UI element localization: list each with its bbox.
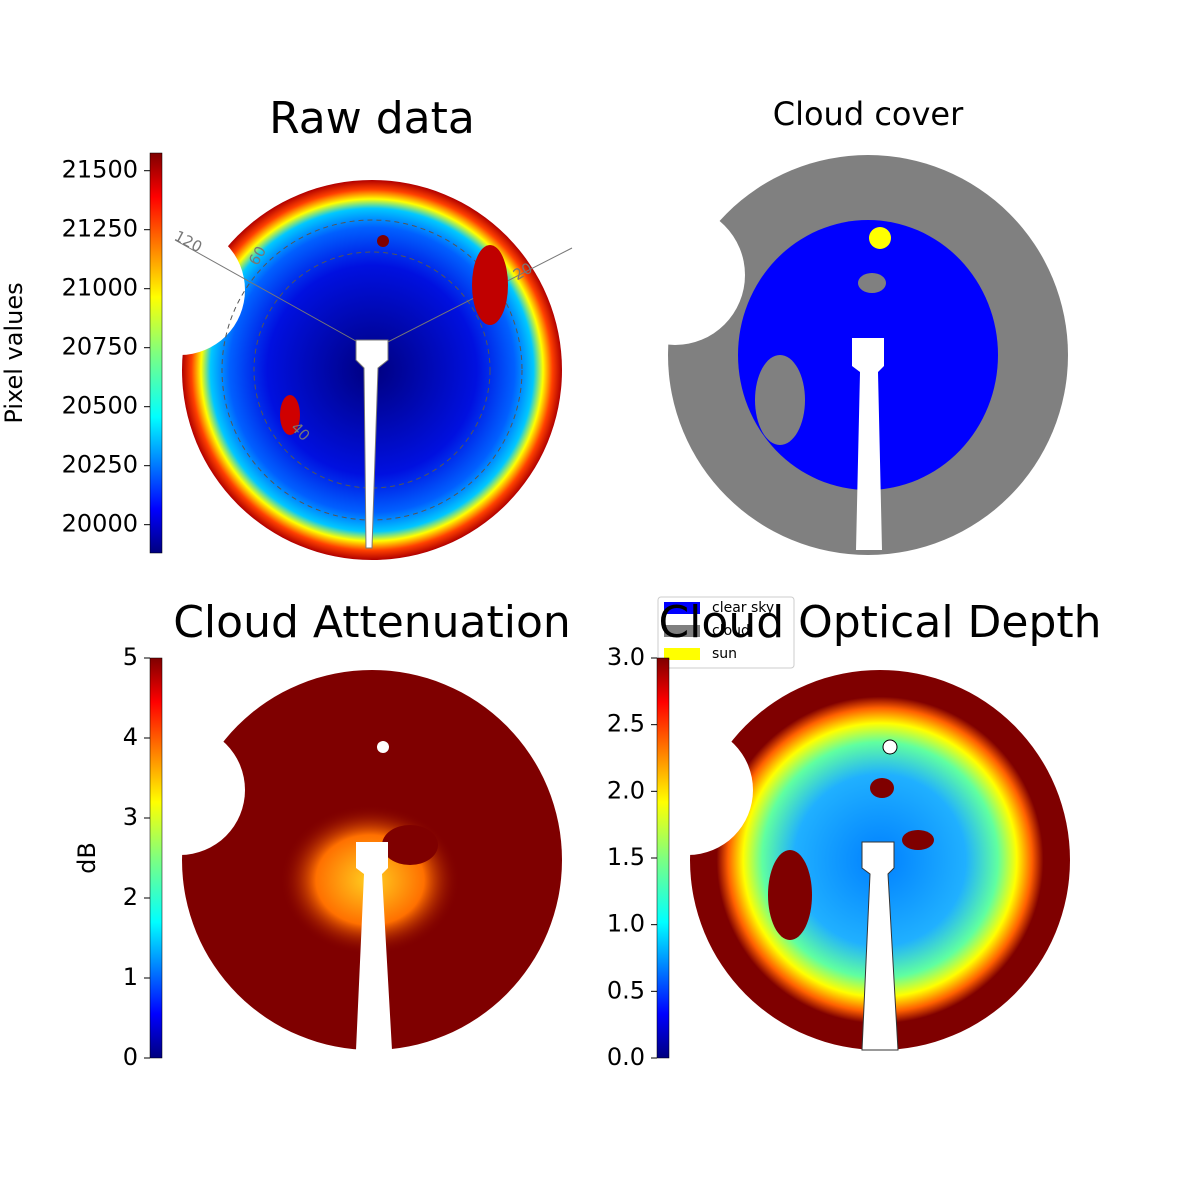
colorbar-tick-label: 20000 [62, 510, 138, 538]
colorbar-tick-label: 0 [123, 1043, 138, 1071]
colorbar-tick-label: 1.5 [607, 843, 645, 871]
colorbar-tick-label: 20750 [62, 333, 138, 361]
attenuation-image [115, 670, 562, 1050]
colorbar-tick-label: 2 [123, 883, 138, 911]
panel-title: Cloud Optical Depth [658, 597, 1101, 648]
colorbar [149, 657, 163, 1059]
legend-swatch [664, 648, 700, 660]
colorbar-tick-label: 3.0 [607, 643, 645, 671]
colorbar-tick-label: 2.0 [607, 776, 645, 804]
legend-label: sun [712, 646, 737, 662]
legend-label: cloud [712, 623, 750, 639]
colorbar [656, 657, 670, 1059]
colorbar-label: dB [73, 842, 101, 874]
colorbar-tick-label: 2.5 [607, 710, 645, 738]
legend-label: clear sky [712, 600, 774, 616]
colorbar-tick-label: 21000 [62, 274, 138, 302]
colorbar-tick-label: 20250 [62, 451, 138, 479]
panel-title: Cloud Attenuation [173, 597, 571, 648]
cloud-cover-image [605, 155, 1068, 555]
colorbar-tick-label: 20500 [62, 392, 138, 420]
colorbar-tick-label: 0.0 [607, 1043, 645, 1071]
colorbar-tick-label: 1.0 [607, 910, 645, 938]
panel-title: Cloud cover [773, 95, 964, 133]
panel-title: Raw data [269, 93, 475, 144]
colorbar-tick-label: 21500 [62, 156, 138, 184]
raw-image [115, 180, 573, 560]
colorbar-tick-label: 3 [123, 803, 138, 831]
cod-image [623, 670, 1070, 1051]
colorbar-tick-label: 21250 [62, 215, 138, 243]
colorbar-tick-label: 5 [123, 643, 138, 671]
colorbar-tick-label: 0.5 [607, 976, 645, 1004]
legend-swatch [664, 625, 700, 637]
colorbar [149, 152, 163, 554]
colorbar-tick-label: 4 [123, 723, 138, 751]
colorbar-label: Pixel values [0, 282, 28, 423]
colorbar-tick-label: 1 [123, 963, 138, 991]
legend-swatch [664, 602, 700, 614]
